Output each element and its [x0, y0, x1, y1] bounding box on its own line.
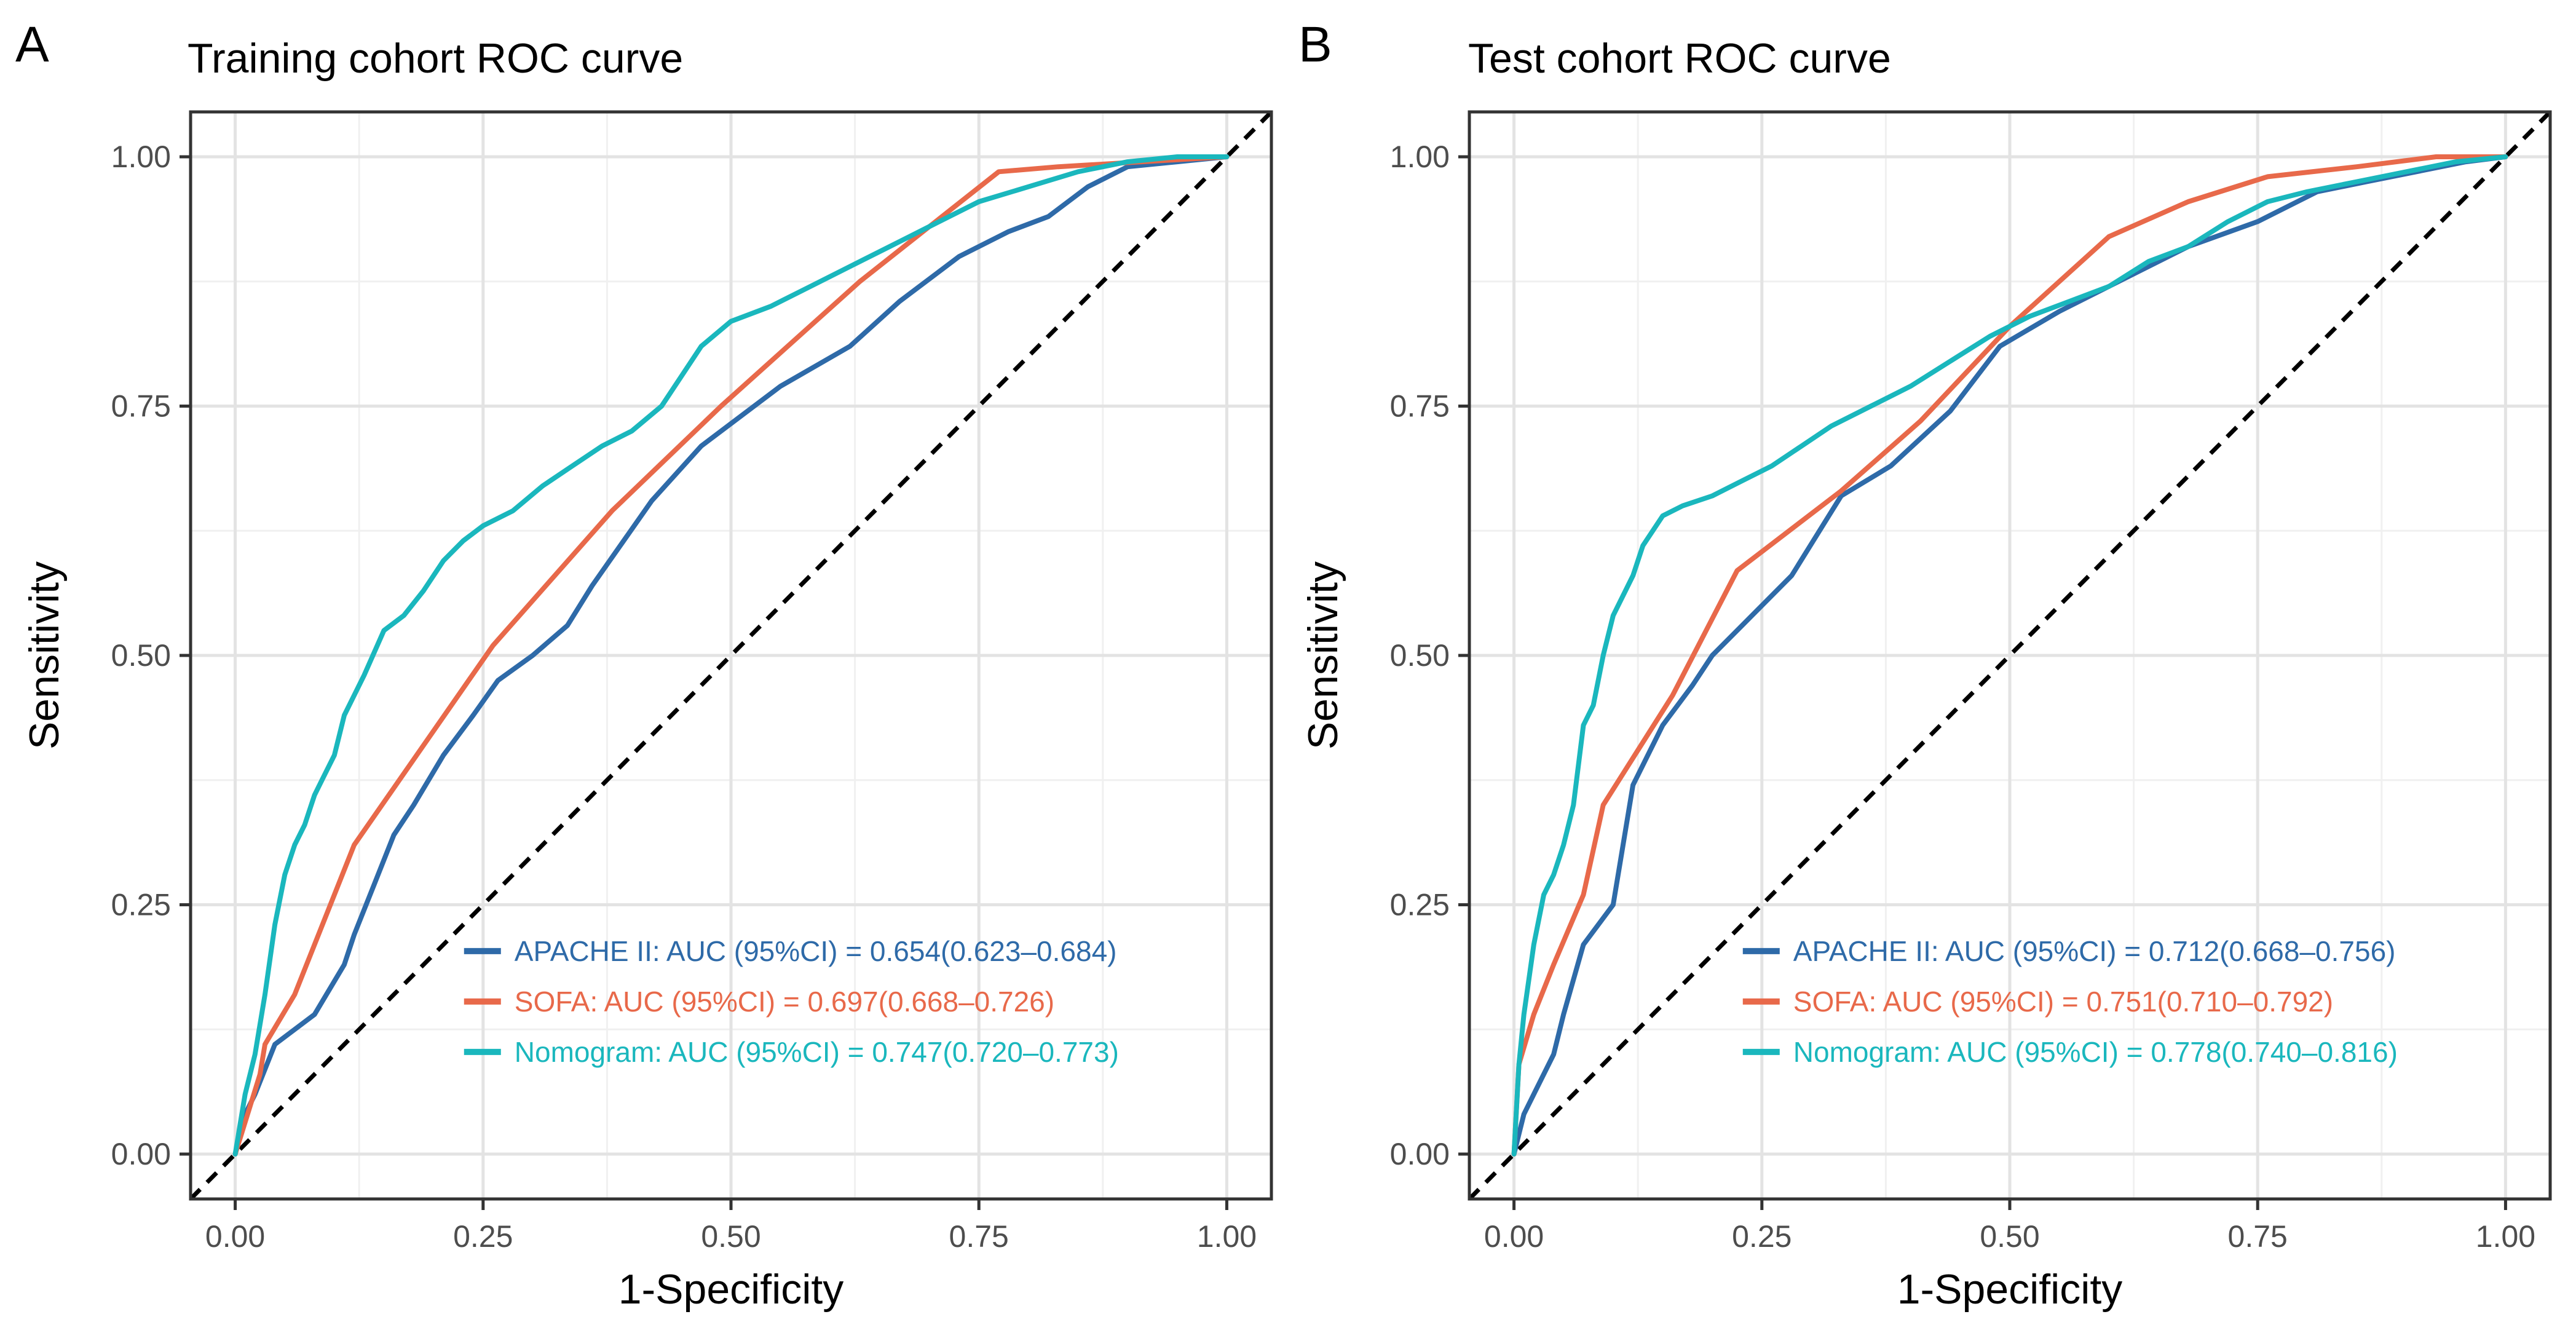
- y-axis-title: Sensitivity: [21, 561, 68, 750]
- chart-title: Training cohort ROC curve: [188, 35, 683, 82]
- legend-entry-apache-ii: APACHE II: AUC (95%CI) = 0.654(0.623–0.6…: [515, 935, 1117, 967]
- series-line-sofa: [1511, 154, 2508, 1157]
- x-tick-label: 1.00: [2476, 1219, 2535, 1254]
- y-tick-label: 1.00: [1390, 140, 1450, 174]
- y-tick-label: 1.00: [111, 140, 171, 174]
- y-tick-label: 0.75: [1390, 389, 1450, 423]
- x-tick-label: 0.75: [949, 1219, 1009, 1254]
- series-line-nomogram: [1511, 154, 2508, 1157]
- panel-label: A: [15, 17, 49, 73]
- legend-entry-apache-ii: APACHE II: AUC (95%CI) = 0.712(0.668–0.7…: [1793, 935, 2396, 967]
- x-tick-label: 0.75: [2228, 1219, 2288, 1254]
- legend: APACHE II: AUC (95%CI) = 0.654(0.623–0.6…: [464, 935, 1119, 1068]
- legend-entry-sofa: SOFA: AUC (95%CI) = 0.697(0.668–0.726): [515, 986, 1054, 1018]
- panel-test-roc: B Test cohort ROC curve 0.00 0.00 0.25 0.25 0.…: [1298, 17, 2552, 1313]
- legend: APACHE II: AUC (95%CI) = 0.712(0.668–0.7…: [1742, 935, 2398, 1068]
- x-tick-label: 0.25: [1732, 1219, 1792, 1254]
- x-tick-label: 0.50: [701, 1219, 761, 1254]
- y-tick-label: 0.50: [1390, 638, 1450, 673]
- y-tick-label: 0.25: [111, 888, 171, 922]
- y-tick-label: 0.00: [1390, 1137, 1450, 1171]
- y-tick-label: 0.25: [1390, 888, 1450, 922]
- series-line-apache-ii: [1511, 154, 2508, 1157]
- x-tick-label: 0.00: [1484, 1219, 1544, 1254]
- chart-title: Test cohort ROC curve: [1468, 35, 1891, 82]
- series-line-nomogram: [232, 154, 1230, 1157]
- y-tick-label: 0.75: [111, 389, 171, 423]
- panel-training-roc: A Training cohort ROC curve 0.00 0.00 0.25 0.…: [15, 17, 1273, 1313]
- panel-label: B: [1298, 17, 1332, 73]
- x-axis-title: 1-Specificity: [618, 1266, 844, 1313]
- x-tick-label: 0.00: [205, 1219, 265, 1254]
- legend-entry-nomogram: Nomogram: AUC (95%CI) = 0.778(0.740–0.81…: [1793, 1036, 2398, 1068]
- x-tick-label: 1.00: [1197, 1219, 1257, 1254]
- x-tick-label: 0.50: [1980, 1219, 2039, 1254]
- series-line-apache-ii: [232, 154, 1230, 1157]
- x-tick-label: 0.25: [453, 1219, 513, 1254]
- legend-entry-nomogram: Nomogram: AUC (95%CI) = 0.747(0.720–0.77…: [515, 1036, 1119, 1068]
- y-axis-title: Sensitivity: [1300, 561, 1346, 750]
- legend-entry-sofa: SOFA: AUC (95%CI) = 0.751(0.710–0.792): [1793, 986, 2333, 1018]
- x-axis-title: 1-Specificity: [1897, 1266, 2123, 1313]
- y-tick-label: 0.50: [111, 638, 171, 673]
- series-line-sofa: [232, 154, 1230, 1157]
- y-tick-label: 0.00: [111, 1137, 171, 1171]
